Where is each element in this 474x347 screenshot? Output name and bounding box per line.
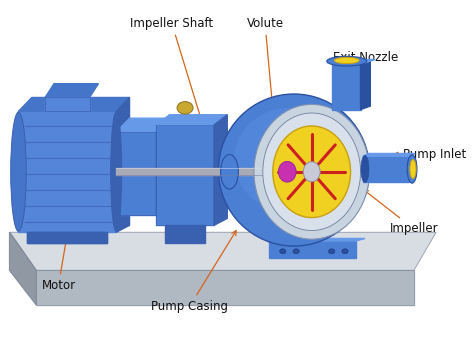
Text: Volute: Volute xyxy=(246,17,283,118)
Polygon shape xyxy=(9,232,436,270)
Polygon shape xyxy=(332,63,361,110)
Polygon shape xyxy=(156,125,214,225)
Polygon shape xyxy=(27,232,107,243)
Ellipse shape xyxy=(254,104,369,239)
Polygon shape xyxy=(363,153,415,156)
Polygon shape xyxy=(270,241,356,258)
Polygon shape xyxy=(27,232,107,243)
Text: Exit Nozzle: Exit Nozzle xyxy=(333,51,398,93)
Ellipse shape xyxy=(278,161,296,182)
Text: Motor: Motor xyxy=(41,198,75,292)
Text: Pump Inlet: Pump Inlet xyxy=(393,148,466,161)
Ellipse shape xyxy=(303,162,320,182)
Circle shape xyxy=(280,249,286,254)
Polygon shape xyxy=(9,232,36,305)
Polygon shape xyxy=(270,238,365,241)
Polygon shape xyxy=(361,60,370,110)
Ellipse shape xyxy=(273,126,351,218)
Polygon shape xyxy=(116,98,129,232)
Ellipse shape xyxy=(234,108,345,212)
Polygon shape xyxy=(18,98,129,111)
Ellipse shape xyxy=(327,56,367,66)
Ellipse shape xyxy=(263,113,361,230)
Polygon shape xyxy=(156,115,227,125)
Polygon shape xyxy=(45,98,90,111)
Polygon shape xyxy=(214,115,227,225)
Polygon shape xyxy=(18,111,116,232)
Text: Impeller Shaft: Impeller Shaft xyxy=(130,17,213,128)
Ellipse shape xyxy=(11,112,26,231)
Circle shape xyxy=(293,249,299,254)
Circle shape xyxy=(328,249,335,254)
Ellipse shape xyxy=(110,112,122,231)
Ellipse shape xyxy=(334,57,359,64)
Polygon shape xyxy=(327,59,375,63)
Ellipse shape xyxy=(410,160,416,178)
Polygon shape xyxy=(165,225,205,243)
Ellipse shape xyxy=(407,155,417,183)
Text: Impeller: Impeller xyxy=(364,190,438,235)
Circle shape xyxy=(177,102,193,114)
Polygon shape xyxy=(116,168,347,175)
Polygon shape xyxy=(116,132,156,215)
Circle shape xyxy=(342,249,348,254)
Polygon shape xyxy=(45,84,99,98)
Polygon shape xyxy=(36,270,414,305)
Polygon shape xyxy=(156,118,170,215)
Text: Pump Casing: Pump Casing xyxy=(151,231,236,313)
Polygon shape xyxy=(116,118,170,132)
Ellipse shape xyxy=(219,94,369,246)
Polygon shape xyxy=(363,156,410,182)
Ellipse shape xyxy=(220,154,238,189)
Ellipse shape xyxy=(361,155,369,183)
